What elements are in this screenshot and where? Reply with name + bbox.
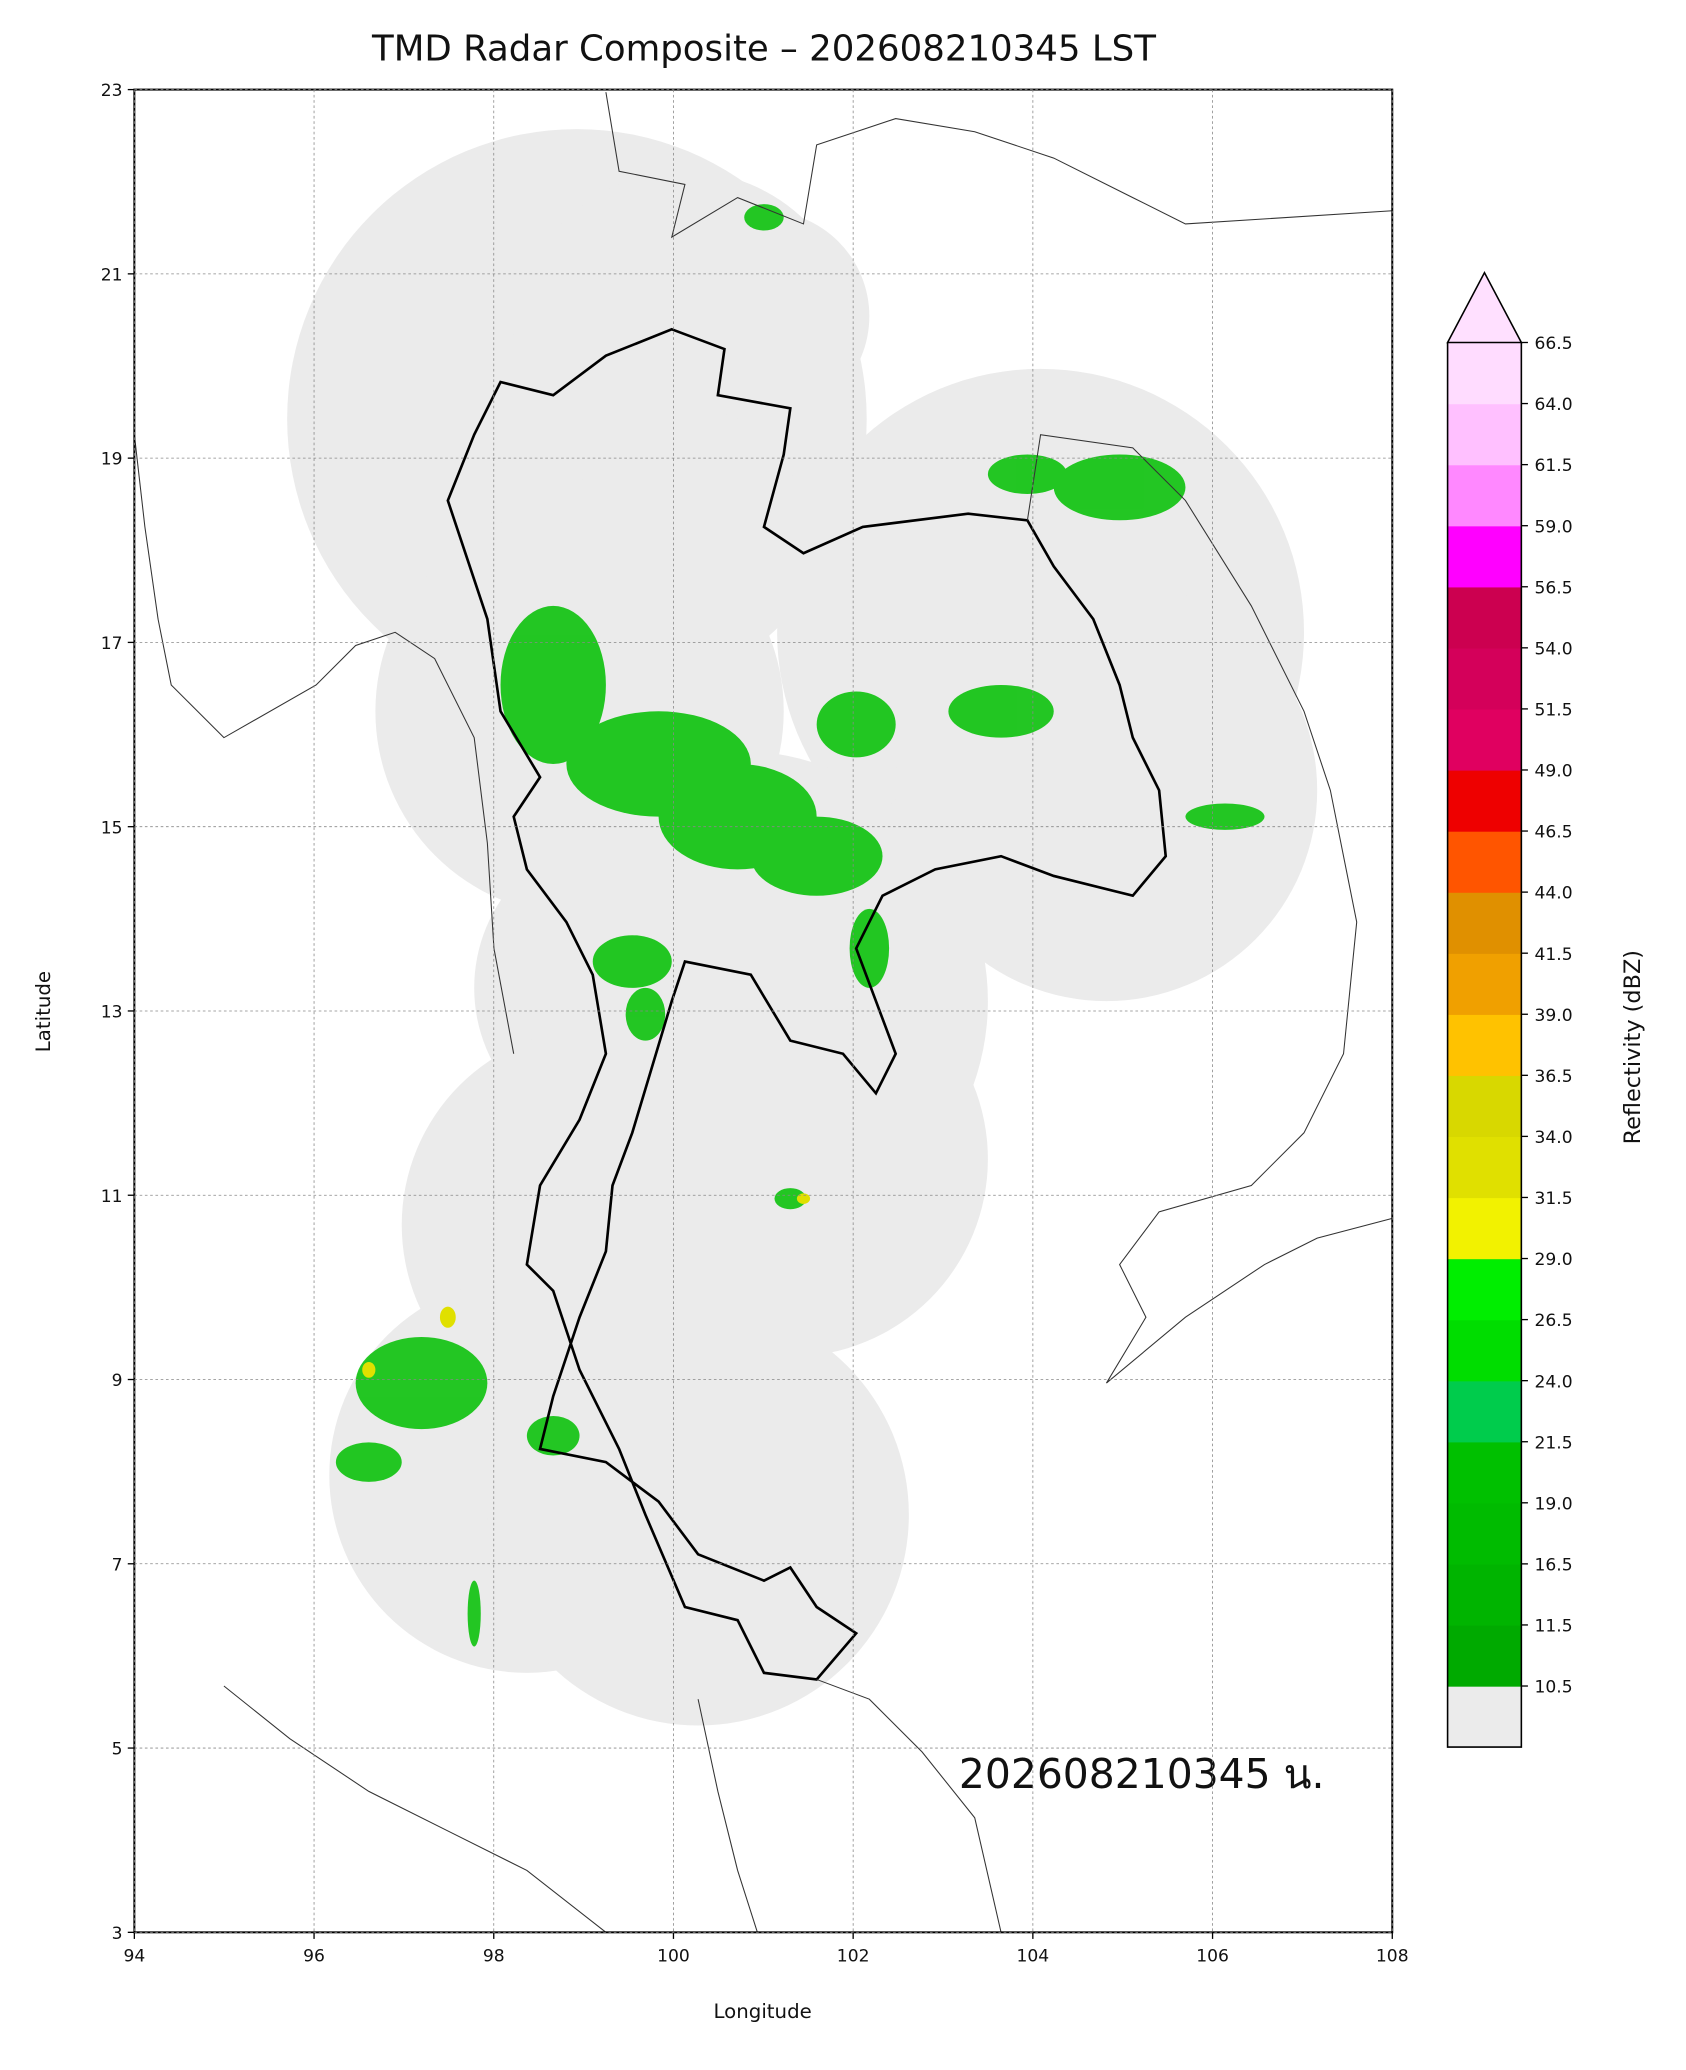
colorbar-tick-label: 31.5 [1535, 1189, 1573, 1209]
colorbar-segment [1447, 1319, 1522, 1382]
colorbar-under [1447, 1686, 1522, 1748]
y-tick-label: 7 [112, 1555, 123, 1575]
colorbar-tick-label: 11.5 [1535, 1617, 1573, 1637]
colorbar-segment [1447, 647, 1522, 710]
radar-echo [335, 204, 1265, 1647]
y-tick-label: 11 [101, 1187, 123, 1207]
colorbar-segment [1447, 1380, 1522, 1443]
x-axis-label: Longitude [714, 2000, 812, 2023]
colorbar-segment [1447, 1258, 1522, 1321]
colorbar-segment [1447, 1563, 1522, 1626]
x-tick-label: 108 [1376, 1946, 1409, 1966]
x-tick-label: 104 [1017, 1946, 1050, 1966]
colorbar-segment [1447, 403, 1522, 466]
x-tick-label: 100 [657, 1946, 690, 1966]
colorbar-segment [1447, 464, 1522, 527]
colorbar-tick-label: 16.5 [1535, 1555, 1573, 1575]
colorbar-segment [1447, 831, 1522, 893]
colorbar-tick-label: 51.5 [1535, 700, 1573, 720]
y-tick-label: 17 [101, 634, 123, 654]
colorbar-segment [1447, 1075, 1522, 1138]
y-tick-label: 3 [112, 1924, 123, 1944]
colorbar-tick-label: 44.0 [1535, 884, 1573, 904]
y-tick-label: 21 [101, 265, 123, 285]
colorbar-tick-label: 46.5 [1535, 823, 1573, 843]
y-axis-label: Latitude [32, 971, 55, 1052]
colorbar-tick-label: 29.0 [1535, 1250, 1573, 1270]
colorbar-tick-label: 24.0 [1535, 1372, 1573, 1392]
x-tick-label: 94 [123, 1946, 145, 1966]
annotation: 202608210345 น. [959, 1750, 1325, 1798]
colorbar-tick-label: 56.5 [1535, 578, 1573, 598]
colorbar-segment [1447, 1197, 1522, 1260]
colorbar-segment [1447, 525, 1522, 588]
colorbar-segment [1447, 342, 1522, 405]
x-tick-label: 106 [1196, 1946, 1229, 1966]
country-border [446, 327, 1168, 1681]
y-tick-label: 19 [101, 450, 123, 470]
colorbar-segment [1447, 892, 1522, 954]
x-tick-label: 96 [303, 1946, 325, 1966]
colorbar-tick-label: 10.5 [1535, 1678, 1573, 1698]
colorbar-extend [1446, 270, 1523, 344]
colorbar-tick-label: 66.5 [1535, 334, 1573, 354]
colorbar-segment [1447, 586, 1522, 649]
colorbar-tick-label: 54.0 [1535, 639, 1573, 659]
y-tick-label: 15 [101, 818, 123, 838]
colorbar-label: Reflectivity (dBZ) [1620, 950, 1646, 1144]
colorbar-segment [1447, 1624, 1522, 1687]
radar-coverage [287, 129, 1318, 1726]
neighbour-borders [134, 92, 1393, 1933]
radar-echo-strong [362, 1193, 811, 1378]
colorbar-frame [1446, 342, 1523, 1748]
x-tick-label: 98 [483, 1946, 505, 1966]
y-tick-label: 13 [101, 1003, 123, 1023]
map-title: TMD Radar Composite – 202608210345 LST [371, 29, 1156, 70]
x-tick-label: 102 [837, 1946, 870, 1966]
colorbar-segment [1447, 1136, 1522, 1199]
colorbar-tick-label: 61.5 [1535, 456, 1573, 476]
colorbar-tick-label: 36.5 [1535, 1067, 1573, 1087]
colorbar-tick-label: 49.0 [1535, 762, 1573, 782]
colorbar-tick-label: 39.0 [1535, 1006, 1573, 1026]
colorbar-segment [1447, 1502, 1522, 1565]
y-tick-label: 5 [112, 1740, 123, 1760]
y-tick-label: 9 [112, 1371, 123, 1391]
colorbar-tick-label: 19.0 [1535, 1494, 1573, 1514]
colorbar-tick-label: 26.5 [1535, 1311, 1573, 1331]
colorbar-tick-label: 21.5 [1535, 1433, 1573, 1453]
colorbar-segment [1447, 769, 1522, 832]
colorbar-tick-label: 34.0 [1535, 1128, 1573, 1148]
colorbar-tick-label: 64.0 [1535, 395, 1573, 415]
colorbar-segment [1447, 953, 1522, 1015]
colorbar-segment [1447, 1441, 1522, 1504]
colorbar-tick-label: 41.5 [1535, 945, 1573, 965]
colorbar-segment [1447, 1014, 1522, 1076]
colorbar-tick-label: 59.0 [1535, 517, 1573, 537]
y-tick-label: 23 [101, 81, 123, 101]
colorbar-segment [1447, 708, 1522, 771]
map-layer [134, 92, 1393, 1933]
